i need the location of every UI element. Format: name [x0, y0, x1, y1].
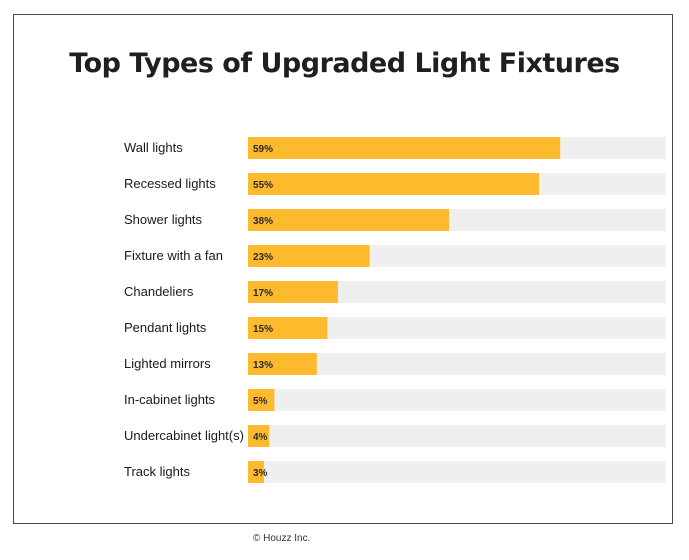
bar-value-label: 38%: [253, 216, 273, 227]
bar: [248, 389, 275, 411]
bar-track: [248, 389, 666, 411]
bar: [248, 137, 561, 159]
bar: [248, 245, 370, 267]
bar-row: 15% Pendant lights: [124, 317, 666, 339]
bar-row: 17% Chandeliers: [124, 281, 666, 303]
bar-row: 59% Wall lights: [124, 137, 666, 159]
bar-value-label: 15%: [253, 324, 273, 335]
category-label: In-cabinet lights: [124, 392, 216, 407]
category-label: Pendant lights: [124, 320, 207, 335]
bar: [248, 281, 338, 303]
category-label: Undercabinet light(s): [124, 428, 244, 443]
bar-row: 38% Shower lights: [124, 209, 666, 231]
copyright-text: © Houzz Inc.: [253, 533, 311, 544]
bar-track: [248, 425, 666, 447]
bar: [248, 173, 540, 195]
bar: [248, 425, 270, 447]
category-label: Chandeliers: [124, 284, 194, 299]
bar-row: 5% In-cabinet lights: [124, 389, 666, 411]
bar: [248, 317, 328, 339]
category-label: Recessed lights: [124, 176, 216, 191]
bar-track: [248, 317, 666, 339]
bar: [248, 209, 450, 231]
bar-row: 13% Lighted mirrors: [124, 353, 666, 375]
category-label: Track lights: [124, 464, 190, 479]
bar-value-label: 5%: [253, 396, 268, 407]
bar-value-label: 4%: [253, 432, 268, 443]
category-label: Fixture with a fan: [124, 248, 223, 263]
bar-track: [248, 461, 666, 483]
bar-row: 3% Track lights: [124, 461, 666, 483]
bar-value-label: 3%: [253, 468, 268, 479]
bar-row: 4% Undercabinet light(s): [124, 425, 666, 447]
category-label: Wall lights: [124, 140, 183, 155]
bar: [248, 461, 264, 483]
bar: [248, 353, 317, 375]
chart-title: Top Types of Upgraded Light Fixtures: [69, 48, 620, 79]
bar-value-label: 17%: [253, 288, 273, 299]
bar-value-label: 13%: [253, 360, 273, 371]
bar-row: 23% Fixture with a fan: [124, 245, 666, 267]
bar-row: 55% Recessed lights: [124, 173, 666, 195]
category-label: Lighted mirrors: [124, 356, 211, 371]
bar-value-label: 59%: [253, 144, 273, 155]
bar-value-label: 55%: [253, 180, 273, 191]
bar-value-label: 23%: [253, 252, 273, 263]
category-label: Shower lights: [124, 212, 203, 227]
bar-track: [248, 353, 666, 375]
bar-track: [248, 281, 666, 303]
